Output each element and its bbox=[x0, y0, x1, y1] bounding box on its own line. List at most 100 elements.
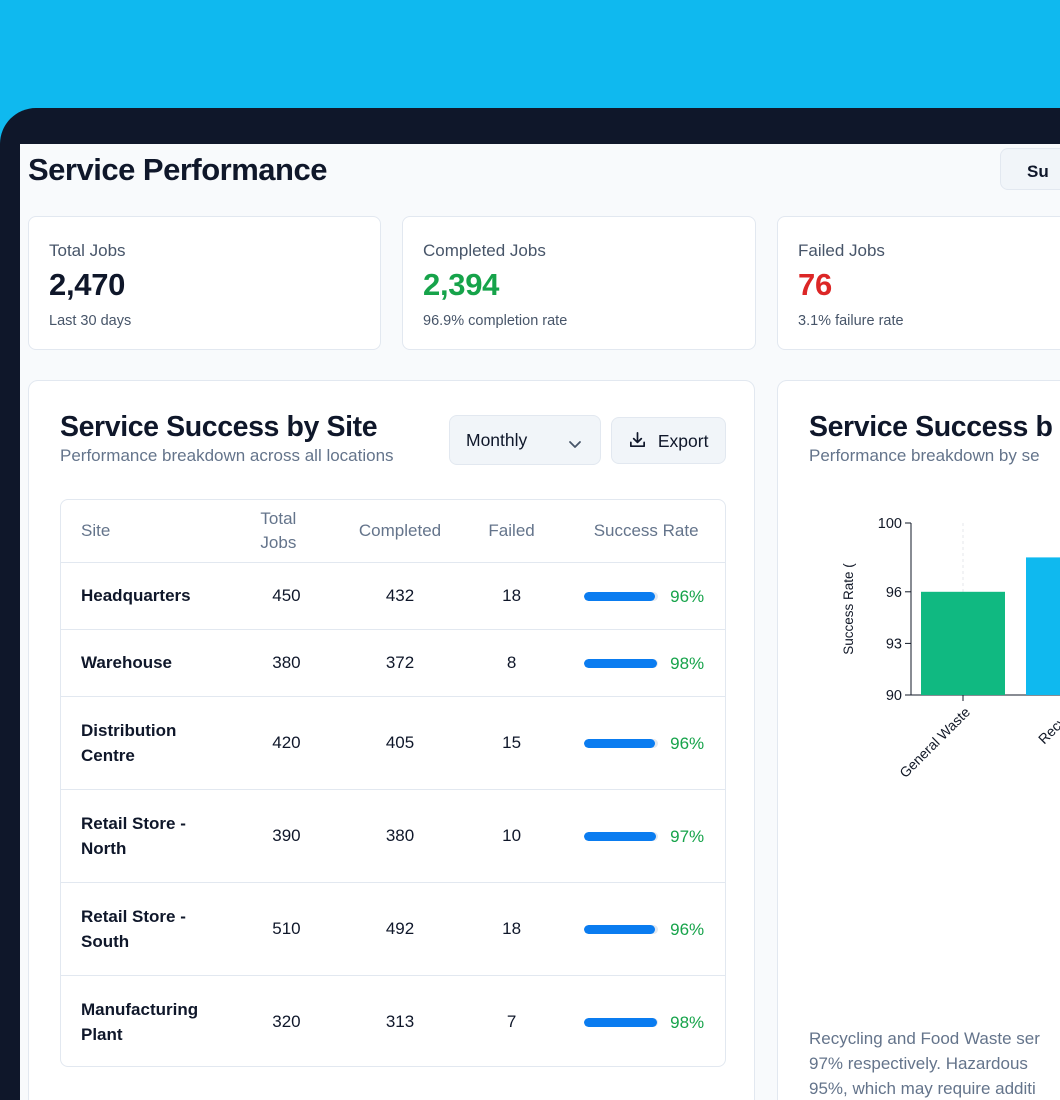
column-header-total-jobs[interactable]: Total Jobs bbox=[229, 500, 344, 562]
site-name-cell: Warehouse bbox=[61, 628, 229, 696]
stat-value: 2,470 bbox=[49, 267, 126, 302]
failed-jobs: 15 bbox=[502, 733, 522, 752]
total-jobs: 380 bbox=[272, 653, 301, 672]
column-header-completed[interactable]: Completed bbox=[358, 520, 442, 540]
success-rate-cell: 96% bbox=[567, 561, 725, 629]
chevron-down-icon bbox=[568, 434, 582, 455]
success-rate-bar bbox=[584, 831, 659, 841]
total-jobs: 510 bbox=[272, 919, 301, 938]
failed-jobs: 18 bbox=[502, 919, 522, 938]
success-rate: 96% bbox=[584, 917, 708, 942]
stat-label: Failed Jobs bbox=[798, 241, 885, 260]
export-button[interactable]: Export bbox=[611, 417, 726, 464]
success-rate-cell: 98% bbox=[567, 628, 725, 696]
success-rate-value: 96% bbox=[670, 586, 705, 606]
success-rate-bar-fill bbox=[584, 658, 657, 668]
table-row[interactable]: Manufacturing Plant 320 313 7 98% bbox=[61, 974, 725, 1066]
success-rate-value: 97% bbox=[670, 826, 705, 846]
success-rate-bar bbox=[584, 591, 659, 601]
success-rate-cell: 96% bbox=[567, 695, 725, 789]
site-name-cell: Distribution Centre bbox=[61, 695, 229, 789]
completed-jobs: 313 bbox=[385, 1012, 415, 1032]
y-axis-label: Success Rate ( bbox=[841, 563, 856, 655]
service-type-panel: Service Success b Performance breakdown … bbox=[777, 380, 1060, 1100]
y-tick-label: 90 bbox=[886, 688, 902, 704]
success-rate-bar-fill bbox=[584, 1017, 657, 1027]
completed-jobs-cell: 372 bbox=[344, 628, 456, 696]
type-panel-subtitle: Performance breakdown by se bbox=[809, 446, 1040, 465]
completed-jobs: 380 bbox=[385, 826, 415, 845]
stat-card-completed-jobs: Completed Jobs 2,394 96.9% completion ra… bbox=[402, 216, 756, 350]
site-name-cell: Retail Store - South bbox=[61, 881, 229, 975]
column-header-failed[interactable]: Failed bbox=[488, 520, 535, 540]
export-button-label: Export bbox=[657, 431, 709, 451]
table-row[interactable]: Retail Store - South 510 492 18 96% bbox=[61, 881, 725, 975]
stat-label: Completed Jobs bbox=[423, 241, 546, 260]
chart-bar bbox=[921, 591, 1005, 695]
failed-jobs-cell: 10 bbox=[455, 788, 568, 882]
failed-jobs-cell: 15 bbox=[455, 695, 568, 789]
top-action-button[interactable]: Su bbox=[1000, 148, 1060, 190]
summary-line: 97% respectively. Hazardous bbox=[809, 1054, 1028, 1073]
stat-subtext: Last 30 days bbox=[49, 313, 132, 329]
table-header-row: Site Total Jobs Completed Failed Success… bbox=[61, 500, 725, 562]
site-name: Warehouse bbox=[81, 653, 173, 672]
success-rate-value: 98% bbox=[670, 1012, 705, 1032]
site-name-cell: Retail Store - North bbox=[61, 788, 229, 882]
total-jobs-cell: 390 bbox=[228, 788, 345, 882]
total-jobs-cell: 320 bbox=[228, 974, 345, 1066]
completed-jobs-cell: 405 bbox=[344, 695, 456, 789]
success-rate: 98% bbox=[584, 651, 708, 676]
success-rate-bar-chart: 100 96 93 90 Success Rate (General Waste Recy… bbox=[841, 516, 1060, 781]
completed-jobs-cell: 432 bbox=[344, 561, 456, 629]
success-rate-bar bbox=[584, 658, 659, 668]
table-row[interactable]: Retail Store - North 390 380 10 97% bbox=[61, 788, 725, 882]
y-tick-label: 93 bbox=[886, 636, 902, 652]
total-jobs: 450 bbox=[272, 586, 301, 605]
total-jobs-cell: 420 bbox=[228, 695, 345, 789]
summary-line: Recycling and Food Waste ser bbox=[809, 1029, 1040, 1048]
site-success-panel: Service Success by Site Performance brea… bbox=[28, 380, 755, 1100]
period-dropdown[interactable]: Monthly bbox=[449, 415, 601, 465]
failed-jobs: 10 bbox=[502, 826, 522, 845]
success-rate-cell: 96% bbox=[567, 881, 725, 975]
stat-value: 2,394 bbox=[423, 267, 500, 302]
success-rate-bar-fill bbox=[584, 831, 656, 841]
success-rate-bar bbox=[584, 1017, 659, 1027]
failed-jobs: 7 bbox=[506, 1012, 517, 1032]
total-jobs-cell: 450 bbox=[228, 561, 345, 629]
site-table: Site Total Jobs Completed Failed Success… bbox=[60, 499, 726, 1067]
stat-label: Total Jobs bbox=[49, 241, 126, 260]
column-header-success-rate[interactable]: Success Rate bbox=[593, 520, 699, 540]
table-row[interactable]: Distribution Centre 420 405 15 96% bbox=[61, 695, 725, 789]
period-dropdown-value: Monthly bbox=[466, 430, 528, 450]
table-row[interactable]: Headquarters 450 432 18 96% bbox=[61, 561, 725, 629]
success-rate-value: 98% bbox=[670, 653, 705, 673]
stat-subtext: 96.9% completion rate bbox=[423, 313, 568, 329]
total-jobs: 420 bbox=[272, 733, 301, 752]
site-name-cell: Headquarters bbox=[61, 561, 229, 629]
column-header-site[interactable]: Site bbox=[81, 520, 111, 540]
site-name-cell: Manufacturing Plant bbox=[61, 974, 229, 1066]
total-jobs: 320 bbox=[272, 1012, 301, 1032]
success-rate-cell: 97% bbox=[567, 788, 725, 882]
success-rate-bar bbox=[584, 738, 659, 748]
table-row[interactable]: Warehouse 380 372 8 98% bbox=[61, 628, 725, 696]
success-rate-bar bbox=[584, 924, 659, 934]
failed-jobs: 18 bbox=[502, 586, 522, 605]
stat-card-failed-jobs: Failed Jobs 76 3.1% failure rate bbox=[777, 216, 1060, 350]
download-icon bbox=[628, 431, 658, 451]
success-rate-bar-fill bbox=[584, 738, 656, 748]
type-panel-summary: Recycling and Food Waste ser 97% respect… bbox=[809, 1026, 1060, 1100]
column-header-total-jobs-label: Total Jobs bbox=[260, 508, 297, 552]
total-jobs-cell: 510 bbox=[228, 881, 345, 975]
failed-jobs-cell: 8 bbox=[455, 628, 568, 696]
failed-jobs-cell: 18 bbox=[455, 881, 568, 975]
completed-jobs-cell: 313 bbox=[344, 974, 456, 1066]
failed-jobs: 8 bbox=[506, 653, 517, 672]
dashboard-screen: Service Performance Su Total Jobs 2,470 … bbox=[20, 144, 1060, 1100]
site-name: Retail Store - South bbox=[81, 906, 186, 951]
success-rate-value: 96% bbox=[670, 733, 705, 753]
site-name: Headquarters bbox=[81, 586, 191, 605]
success-rate: 96% bbox=[584, 731, 708, 756]
